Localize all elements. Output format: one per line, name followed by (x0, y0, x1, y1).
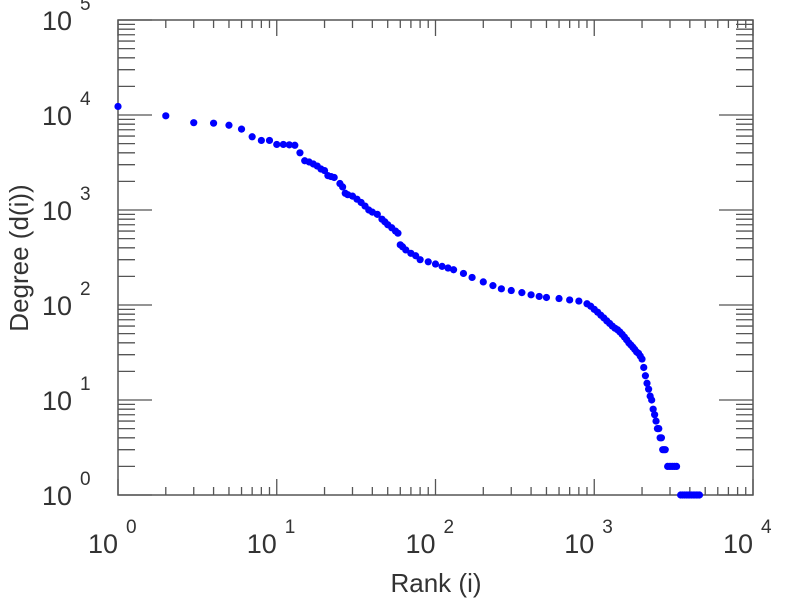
data-point (237, 125, 246, 133)
x-tick-label-exponent: 1 (285, 517, 296, 538)
data-point (459, 269, 468, 278)
data-point (257, 136, 265, 145)
data-point (507, 286, 515, 295)
y-tick-label-exponent: 2 (80, 279, 91, 300)
data-point (190, 119, 198, 127)
x-tick-label-base: 10 (564, 529, 594, 559)
data-point (661, 446, 669, 454)
data-point (645, 385, 653, 393)
x-tick-label-exponent: 4 (761, 517, 772, 538)
data-point (402, 246, 410, 254)
y-tick-label-exponent: 0 (80, 469, 91, 490)
data-point (643, 379, 651, 387)
data-point (431, 260, 440, 268)
x-tick-label-base: 10 (88, 529, 118, 559)
y-tick-label-exponent: 3 (80, 184, 91, 205)
data-point (296, 149, 304, 157)
data-point (394, 229, 402, 237)
data-point (555, 294, 563, 303)
data-point (339, 183, 347, 191)
data-point (416, 256, 424, 264)
data-point (542, 293, 551, 302)
y-axis-title: Degree (d(i)) (4, 184, 34, 331)
data-point (330, 173, 338, 182)
data-point (291, 141, 299, 149)
x-axis-title: Rank (i) (390, 568, 481, 598)
data-point (638, 355, 646, 363)
data-point (657, 434, 666, 442)
data-point (285, 141, 293, 149)
data-point (248, 133, 256, 141)
data-point (162, 112, 170, 120)
y-tick-label-base: 10 (42, 6, 72, 36)
x-tick-label-exponent: 2 (444, 517, 455, 538)
data-point (497, 285, 505, 293)
data-point (209, 119, 218, 127)
data-point (479, 278, 487, 286)
data-point (444, 264, 452, 272)
data-point (575, 297, 583, 305)
y-tick-label-exponent: 4 (80, 89, 91, 110)
data-point (566, 296, 574, 304)
data-point (273, 140, 281, 149)
x-tick-label-base: 10 (406, 529, 436, 559)
y-tick-label-base: 10 (42, 101, 72, 131)
y-tick-label-base: 10 (42, 481, 72, 511)
y-tick-label-base: 10 (42, 291, 72, 321)
data-point (649, 405, 657, 413)
data-point (468, 273, 476, 282)
data-point (652, 417, 660, 425)
data-point (373, 210, 381, 218)
x-tick-label-exponent: 0 (126, 517, 137, 538)
data-point (641, 372, 650, 380)
tick-labels: 10 0 10 1 10 2 10 3 10 4 10 0 10 1 10 2 10 3 10 4 10 5 (42, 0, 772, 559)
data-point (535, 292, 543, 301)
data-point (449, 266, 458, 274)
data-point (527, 291, 535, 299)
y-tick-label-exponent: 5 (80, 0, 91, 15)
data-point (265, 136, 274, 145)
data-point (489, 282, 497, 290)
data-point (640, 363, 648, 372)
x-tick-label-base: 10 (723, 529, 753, 559)
data-point (424, 258, 432, 266)
data-point (695, 491, 704, 499)
data-points (114, 102, 704, 499)
data-point (648, 396, 656, 404)
data-point (518, 289, 526, 297)
data-point (651, 411, 659, 419)
x-tick-label-base: 10 (247, 529, 277, 559)
x-tick-label-exponent: 3 (602, 517, 613, 538)
data-point (279, 140, 287, 149)
data-point (438, 262, 446, 270)
data-point (114, 102, 122, 111)
y-tick-label-base: 10 (42, 386, 72, 416)
data-point (672, 462, 681, 471)
y-tick-label-base: 10 (42, 196, 72, 226)
axes (117, 19, 754, 496)
data-point (225, 121, 233, 129)
data-point (655, 424, 663, 433)
data-point (320, 166, 329, 175)
y-tick-label-exponent: 1 (80, 374, 91, 395)
